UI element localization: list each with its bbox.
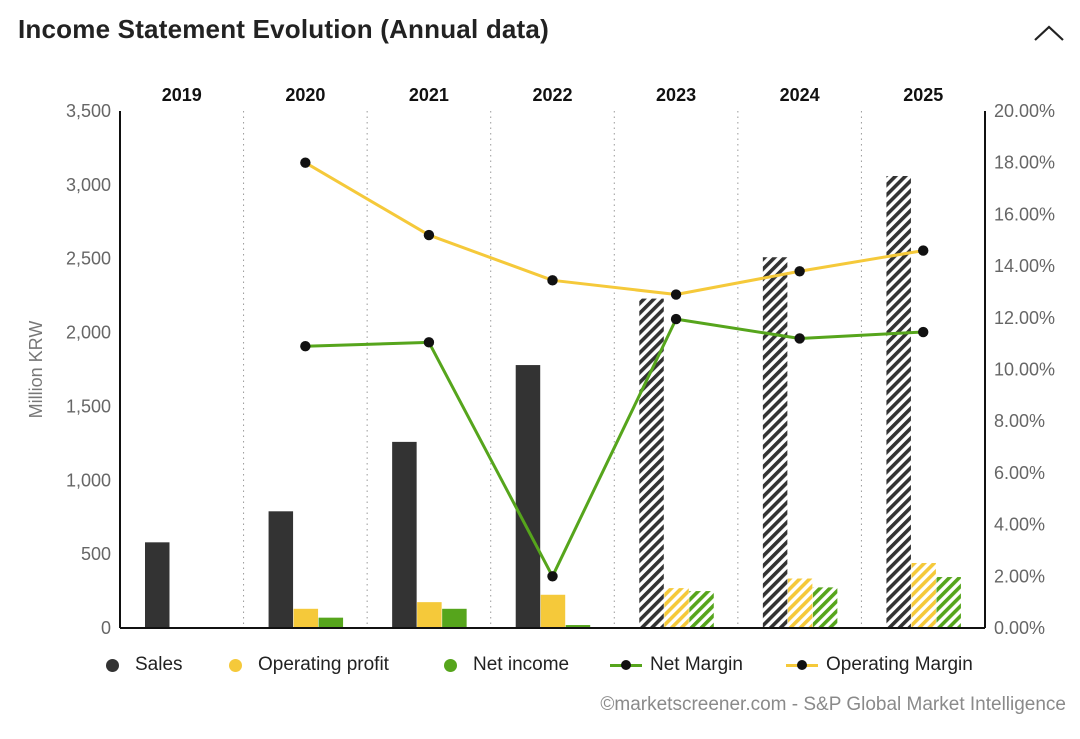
- operating-margin-line-point: [918, 245, 929, 256]
- y-tick-label: 1,500: [66, 396, 111, 416]
- y2-tick-label: 12.00%: [994, 308, 1055, 328]
- sales-bar: [762, 257, 788, 628]
- y2-tick-label: 10.00%: [994, 360, 1055, 380]
- sales-bar: [145, 542, 170, 628]
- year-label: 2025: [903, 85, 943, 105]
- operating-margin-line-icon: [786, 658, 818, 672]
- y-tick-label: 2,000: [66, 323, 111, 343]
- operating-margin-line-point: [547, 275, 558, 286]
- y-tick-label: 500: [81, 544, 111, 564]
- net-income-bar: [318, 617, 344, 628]
- operating-profit-bar: [540, 594, 566, 628]
- y-tick-label: 3,000: [66, 175, 111, 195]
- operating-profit-bar: [664, 588, 689, 628]
- y2-tick-label: 20.00%: [994, 101, 1055, 121]
- y2-tick-label: 4.00%: [994, 515, 1045, 535]
- net-margin-line-point: [918, 326, 929, 338]
- y2-tick-label: 14.00%: [994, 256, 1055, 276]
- operating-profit-bar: [787, 578, 813, 628]
- y-tick-label: 1,000: [66, 470, 111, 490]
- legend-item-sales[interactable]: Sales: [106, 654, 183, 676]
- y2-tick-label: 16.00%: [994, 204, 1055, 224]
- year-label: 2019: [162, 85, 202, 105]
- sales-bar: [268, 511, 294, 628]
- y2-tick-label: 18.00%: [994, 153, 1055, 173]
- legend-label: Operating profit: [258, 654, 389, 675]
- chart-legend: Sales Operating profit Net income Net Ma…: [0, 648, 1080, 684]
- sales-bar: [639, 298, 664, 628]
- operating-profit-bar: [293, 608, 319, 628]
- sales-dot-icon: [106, 658, 119, 672]
- net-margin-line-icon: [610, 658, 642, 672]
- operating-profit-bar: [417, 602, 442, 628]
- y2-tick-label: 0.00%: [994, 618, 1045, 638]
- operating-profit-bar: [911, 563, 936, 628]
- net-income-bar: [936, 577, 961, 628]
- y2-tick-label: 2.00%: [994, 566, 1045, 586]
- net-income-bar: [442, 608, 467, 628]
- income-chart: 0 500 1,000 1,500 2,000 2,500 3,000 3,500 0.00% 2…: [26, 85, 1055, 638]
- source-credit: ©marketscreener.com - S&P Global Market …: [600, 694, 1066, 715]
- legend-label: Net Margin: [650, 654, 743, 675]
- year-label: 2020: [285, 85, 325, 105]
- net-margin-line-point: [300, 341, 311, 352]
- year-label: 2023: [656, 85, 696, 105]
- year-label: 2024: [780, 85, 820, 105]
- net-margin-line-point: [423, 337, 435, 348]
- y-tick-label: 0: [101, 618, 111, 638]
- sales-bar: [886, 175, 911, 628]
- net-margin-line-point: [547, 571, 558, 582]
- operating-margin-line-point: [423, 229, 435, 241]
- sales-bar: [515, 365, 541, 628]
- operating-margin-line: [304, 161, 924, 297]
- y2-tick-label: 6.00%: [994, 463, 1045, 483]
- legend-label: Sales: [135, 654, 183, 675]
- y-tick-label: 3,500: [66, 101, 111, 121]
- net-margin-line-point: [670, 313, 682, 325]
- year-label: 2022: [532, 85, 572, 105]
- net-margin-line: [305, 317, 924, 578]
- net-income-bar: [812, 587, 838, 628]
- net-margin-line-point: [794, 333, 805, 344]
- y2-tick-label: 8.00%: [994, 411, 1045, 431]
- net-income-dot-icon: [444, 658, 457, 672]
- legend-item-net-income[interactable]: Net income: [444, 654, 569, 676]
- legend-item-operating-margin[interactable]: Operating Margin: [786, 654, 973, 676]
- legend-label: Net income: [473, 654, 570, 675]
- legend-item-operating-profit[interactable]: Operating profit: [229, 654, 389, 676]
- net-income-bar: [689, 591, 714, 628]
- chart-title: Income Statement Evolution (Annual data): [18, 14, 549, 44]
- collapse-button[interactable]: [1032, 18, 1066, 48]
- net-income-bar: [565, 625, 591, 628]
- y-tick-label: 2,500: [66, 249, 111, 269]
- operating-profit-dot-icon: [229, 658, 242, 672]
- operating-margin-line-point: [670, 289, 682, 300]
- y-axis-title: Million KRW: [26, 321, 46, 419]
- legend-label: Operating Margin: [826, 654, 973, 675]
- sales-bar: [392, 441, 417, 628]
- operating-margin-line-point: [794, 266, 805, 277]
- operating-margin-line-point: [300, 157, 311, 168]
- year-label: 2021: [409, 85, 449, 105]
- legend-item-net-margin[interactable]: Net Margin: [610, 654, 743, 676]
- chevron-up-icon: [1034, 25, 1064, 41]
